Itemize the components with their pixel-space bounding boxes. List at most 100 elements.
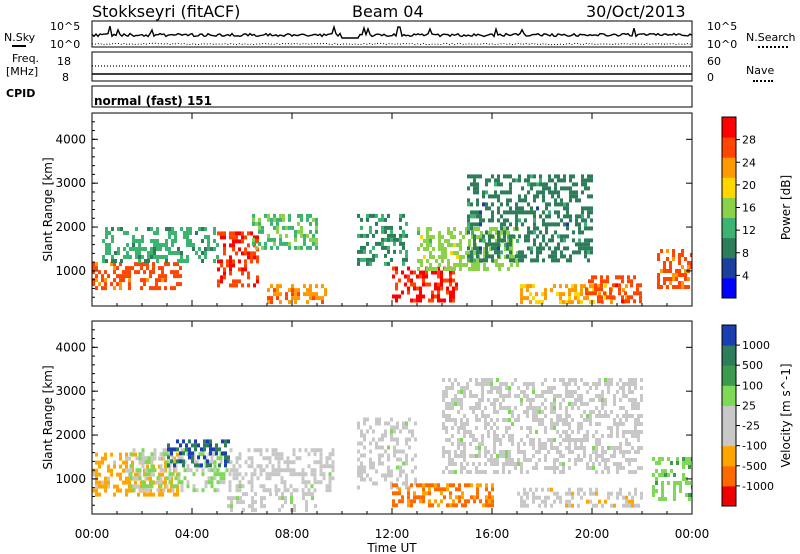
velocity-cell [553,406,556,410]
power-cell [545,222,548,227]
power-cell [569,254,572,259]
velocity-cell [589,398,592,402]
velocity-cell [508,450,511,454]
power-cell [279,213,282,218]
power-cell [533,218,536,223]
velocity-cell [472,438,475,442]
power-cell [155,278,158,283]
velocity-cell [307,464,311,469]
velocity-cell [448,458,451,462]
velocity-cell [250,476,254,481]
power-cell [495,227,498,231]
velocity-cell [467,499,470,504]
velocity-cell [607,470,610,474]
power-cell [518,174,521,179]
velocity-cell [478,402,481,406]
velocity-cell [463,458,466,462]
power-cell [518,198,521,203]
power-cell [541,300,544,305]
power-cell [483,267,486,271]
velocity-cell [625,382,628,386]
power-cell [568,288,571,293]
velocity-cell [232,476,236,481]
power-cell [590,178,593,183]
velocity-cell [204,480,208,485]
power-cell [542,234,545,239]
velocity-cell [532,454,535,458]
velocity-cell [511,462,514,466]
power-cell [363,233,366,238]
velocity-cell [676,461,679,465]
power-cell [580,288,583,293]
velocity-cell [153,468,157,473]
power-cell [434,286,437,291]
power-cell [444,255,447,259]
velocity-cell [277,460,281,465]
power-cell [381,225,384,230]
power-cell [539,250,542,255]
velocity-cell [129,484,133,489]
velocity-cell [625,394,628,398]
velocity-cell [580,426,583,430]
power-cell [250,259,253,264]
power-cell [467,246,470,251]
velocity-cell [413,495,416,500]
power-cell [261,245,264,250]
power-cell [557,194,560,199]
power-cell [471,235,474,239]
velocity-cell [328,464,332,469]
velocity-cell [616,434,619,438]
velocity-cell [556,458,559,462]
velocity-cell [134,452,137,457]
velocity-cell [631,378,634,382]
power-cell [309,229,312,234]
velocity-cell [556,394,559,398]
power-cell [488,238,491,243]
date-label: 30/Oct/2013 [586,2,686,21]
velocity-cell [280,480,284,485]
power-cell [690,265,692,269]
power-cell [444,239,447,243]
power-cell [132,235,135,239]
power-cell [138,255,141,259]
power-cell [402,213,405,218]
time-tick-label: 12:00 [375,527,410,541]
power-cell [141,235,144,239]
velocity-cell [445,418,448,422]
velocity-cell [286,460,290,465]
power-cell [312,241,315,246]
power-cell [470,182,473,187]
velocity-cell [210,460,214,465]
velocity-cell [310,448,314,453]
power-cell [476,250,479,255]
velocity-cell [544,390,547,394]
velocity-cell [360,473,363,478]
velocity-cell [571,418,574,422]
velocity-cell [523,382,526,386]
power-cell [143,282,146,287]
velocity-cell [535,450,538,454]
velocity-cell [238,452,242,457]
power-cell [276,284,279,289]
power-cell [539,242,542,247]
velocity-cell [640,378,643,382]
velocity-cell [619,446,622,450]
power-cell [526,284,529,289]
velocity-cell [517,442,520,446]
velocity-cell [363,453,366,458]
power-cell [536,194,539,199]
velocity-cell [185,447,188,452]
power-cell [357,249,360,254]
power-cell [438,231,441,235]
power-cell [282,217,285,222]
velocity-cell [129,476,133,481]
power-cell [321,296,324,301]
cpid-label: CPID [6,87,36,100]
velocity-cell [595,491,598,496]
velocity-cell [241,476,245,481]
power-cell [615,283,618,288]
power-cell [533,258,536,263]
velocity-cell [604,462,607,466]
velocity-cell [224,455,227,460]
power-cell [138,259,141,263]
